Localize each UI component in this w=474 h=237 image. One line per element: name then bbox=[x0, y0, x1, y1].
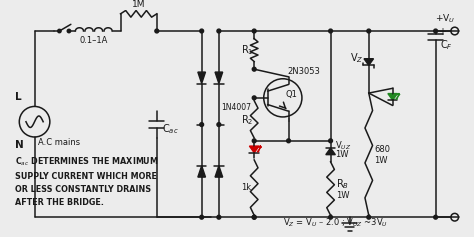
Circle shape bbox=[252, 139, 256, 143]
Polygon shape bbox=[326, 148, 335, 155]
Text: 0.1–1A: 0.1–1A bbox=[80, 36, 108, 46]
Circle shape bbox=[367, 215, 371, 219]
Text: C$_F$: C$_F$ bbox=[440, 38, 453, 52]
Text: R$_1$: R$_1$ bbox=[241, 43, 253, 57]
Text: +V$_U$: +V$_U$ bbox=[435, 13, 456, 25]
Text: 1W: 1W bbox=[335, 150, 349, 159]
Text: V$_Z$ = V$_U$ – 2.0 ; V$_{UZ}$ ~3V$_U$: V$_Z$ = V$_U$ – 2.0 ; V$_{UZ}$ ~3V$_U$ bbox=[283, 216, 388, 229]
Circle shape bbox=[252, 67, 256, 71]
Circle shape bbox=[217, 123, 221, 127]
Circle shape bbox=[217, 215, 221, 219]
Text: L: L bbox=[16, 92, 22, 102]
Text: V$_Z$: V$_Z$ bbox=[350, 51, 363, 65]
Polygon shape bbox=[215, 72, 223, 83]
Circle shape bbox=[200, 123, 203, 127]
Polygon shape bbox=[198, 166, 206, 177]
Circle shape bbox=[328, 215, 332, 219]
Circle shape bbox=[200, 29, 203, 33]
Text: R$_2$: R$_2$ bbox=[241, 113, 253, 127]
Text: V$_{UZ}$: V$_{UZ}$ bbox=[335, 139, 352, 152]
Circle shape bbox=[155, 29, 159, 33]
Circle shape bbox=[434, 29, 438, 33]
Circle shape bbox=[328, 139, 332, 143]
Circle shape bbox=[328, 29, 332, 33]
Circle shape bbox=[252, 29, 256, 33]
Text: N: N bbox=[16, 140, 24, 150]
Text: R$_B$: R$_B$ bbox=[337, 177, 349, 191]
Text: 1W: 1W bbox=[374, 156, 388, 165]
Text: C$_{ac}$ DETERMINES THE MAXIMUM
SUPPLY CURRENT WHICH MORE
OR LESS CONSTANTLY DRA: C$_{ac}$ DETERMINES THE MAXIMUM SUPPLY C… bbox=[15, 155, 158, 207]
Text: 1k: 1k bbox=[241, 183, 251, 192]
Circle shape bbox=[217, 29, 221, 33]
Text: C$_{ac}$: C$_{ac}$ bbox=[162, 122, 178, 136]
Text: Q1: Q1 bbox=[286, 90, 298, 99]
Polygon shape bbox=[364, 59, 374, 65]
Circle shape bbox=[252, 215, 256, 219]
Circle shape bbox=[434, 215, 438, 219]
Text: 1N4007: 1N4007 bbox=[221, 103, 251, 112]
Polygon shape bbox=[249, 146, 259, 153]
Text: 1M: 1M bbox=[132, 0, 146, 9]
Circle shape bbox=[367, 29, 371, 33]
Circle shape bbox=[67, 29, 71, 33]
Circle shape bbox=[287, 139, 291, 143]
Text: 2N3053: 2N3053 bbox=[288, 67, 320, 76]
Circle shape bbox=[252, 96, 256, 100]
Text: A.C mains: A.C mains bbox=[38, 138, 81, 147]
Circle shape bbox=[252, 215, 256, 219]
Text: 680: 680 bbox=[374, 145, 391, 154]
Circle shape bbox=[58, 29, 61, 33]
Circle shape bbox=[200, 215, 203, 219]
Polygon shape bbox=[388, 94, 397, 100]
Text: +: + bbox=[438, 27, 447, 37]
Polygon shape bbox=[215, 166, 223, 177]
Polygon shape bbox=[198, 72, 206, 83]
Text: 1W: 1W bbox=[337, 191, 350, 200]
